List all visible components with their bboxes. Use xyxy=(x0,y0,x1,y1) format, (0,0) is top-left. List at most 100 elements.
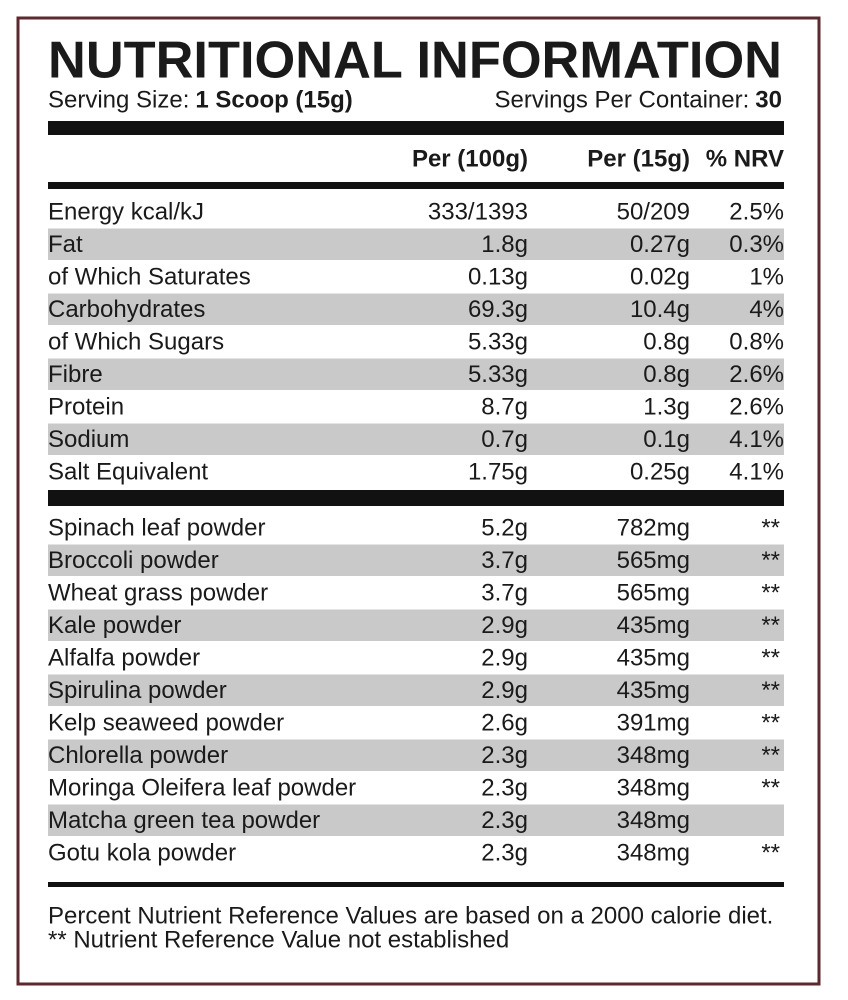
nrv: ** xyxy=(761,645,780,672)
row-name: Alfalfa powder xyxy=(48,645,200,672)
nrv: ** xyxy=(761,580,780,607)
nrv: 1% xyxy=(749,264,784,291)
per-15g: 782mg xyxy=(617,515,690,542)
nrv: ** xyxy=(761,710,780,737)
row-name: of Which Saturates xyxy=(48,264,251,291)
nrv: ** xyxy=(761,612,780,639)
nrv: 4% xyxy=(749,296,784,323)
per-15g: 348mg xyxy=(617,742,690,769)
per-100g: 2.3g xyxy=(481,775,528,802)
per-100g: 333/1393 xyxy=(428,199,528,226)
per-15g: 435mg xyxy=(617,612,690,639)
per-100g: 0.13g xyxy=(468,264,528,291)
row-shade xyxy=(48,358,784,390)
per-15g: 0.25g xyxy=(630,459,690,486)
nrv: 4.1% xyxy=(729,426,784,453)
per-100g: 5.33g xyxy=(468,329,528,356)
nrv: 0.3% xyxy=(729,231,784,258)
row-name: Kelp seaweed powder xyxy=(48,710,284,737)
serving-size-label: Serving Size: xyxy=(48,86,189,113)
divider xyxy=(48,882,784,887)
row-name: Matcha green tea powder xyxy=(48,807,320,834)
row-name: Wheat grass powder xyxy=(48,580,268,607)
column-header: % NRV xyxy=(706,145,784,172)
per-15g: 348mg xyxy=(617,840,690,867)
row-name: Fibre xyxy=(48,361,103,388)
per-15g: 435mg xyxy=(617,677,690,704)
per-100g: 2.3g xyxy=(481,807,528,834)
title: NUTRITIONAL INFORMATION xyxy=(48,32,782,90)
per-15g: 50/209 xyxy=(617,199,690,226)
footnote: ** Nutrient Reference Value not establis… xyxy=(48,926,509,953)
per-100g: 3.7g xyxy=(481,580,528,607)
servings-value: 30 xyxy=(755,86,782,113)
row-shade xyxy=(48,739,784,771)
per-100g: 2.3g xyxy=(481,840,528,867)
servings-label: Servings Per Container: xyxy=(495,86,750,113)
nrv: 0.8% xyxy=(729,329,784,356)
row-shade xyxy=(48,293,784,325)
nrv: ** xyxy=(761,515,780,542)
per-15g: 1.3g xyxy=(643,394,690,421)
per-100g: 2.9g xyxy=(481,612,528,639)
nrv: ** xyxy=(761,775,780,802)
row-name: Salt Equivalent xyxy=(48,459,208,486)
row-name: Carbohydrates xyxy=(48,296,205,323)
per-100g: 1.8g xyxy=(481,231,528,258)
row-shade xyxy=(48,674,784,706)
per-100g: 2.9g xyxy=(481,645,528,672)
per-100g: 3.7g xyxy=(481,547,528,574)
row-shade xyxy=(48,544,784,576)
per-15g: 435mg xyxy=(617,645,690,672)
row-name: Broccoli powder xyxy=(48,547,219,574)
row-name: of Which Sugars xyxy=(48,329,224,356)
nrv: ** xyxy=(761,742,780,769)
row-name: Sodium xyxy=(48,426,129,453)
row-shade xyxy=(48,804,784,836)
serving-size-value: 1 Scoop (15g) xyxy=(195,86,352,113)
row-name: Protein xyxy=(48,394,124,421)
nrv: 2.6% xyxy=(729,361,784,388)
row-shade xyxy=(48,423,784,455)
row-name: Spirulina powder xyxy=(48,677,227,704)
nrv: 2.6% xyxy=(729,394,784,421)
nrv: 4.1% xyxy=(729,459,784,486)
nrv: ** xyxy=(761,677,780,704)
row-name: Kale powder xyxy=(48,612,181,639)
divider xyxy=(48,182,784,189)
row-name: Energy kcal/kJ xyxy=(48,199,204,226)
column-header: Per (15g) xyxy=(587,145,690,172)
row-shade xyxy=(48,228,784,260)
per-15g: 348mg xyxy=(617,807,690,834)
footnote: Percent Nutrient Reference Values are ba… xyxy=(48,902,773,929)
divider xyxy=(48,121,784,135)
per-15g: 0.02g xyxy=(630,264,690,291)
nrv: ** xyxy=(761,840,780,867)
per-15g: 0.8g xyxy=(643,329,690,356)
per-100g: 69.3g xyxy=(468,296,528,323)
divider xyxy=(48,490,784,506)
per-100g: 0.7g xyxy=(481,426,528,453)
per-15g: 10.4g xyxy=(630,296,690,323)
row-name: Spinach leaf powder xyxy=(48,515,265,542)
per-100g: 1.75g xyxy=(468,459,528,486)
per-100g: 8.7g xyxy=(481,394,528,421)
per-100g: 5.2g xyxy=(481,515,528,542)
per-15g: 391mg xyxy=(617,710,690,737)
column-header: Per (100g) xyxy=(412,145,528,172)
row-name: Moringa Oleifera leaf powder xyxy=(48,775,356,802)
nrv: ** xyxy=(761,547,780,574)
row-name: Fat xyxy=(48,231,83,258)
per-100g: 2.9g xyxy=(481,677,528,704)
row-shade xyxy=(48,609,784,641)
per-100g: 2.6g xyxy=(481,710,528,737)
per-15g: 348mg xyxy=(617,775,690,802)
row-name: Chlorella powder xyxy=(48,742,228,769)
per-15g: 0.8g xyxy=(643,361,690,388)
row-name: Gotu kola powder xyxy=(48,840,236,867)
per-100g: 5.33g xyxy=(468,361,528,388)
per-15g: 0.1g xyxy=(643,426,690,453)
per-15g: 565mg xyxy=(617,547,690,574)
nrv: 2.5% xyxy=(729,199,784,226)
